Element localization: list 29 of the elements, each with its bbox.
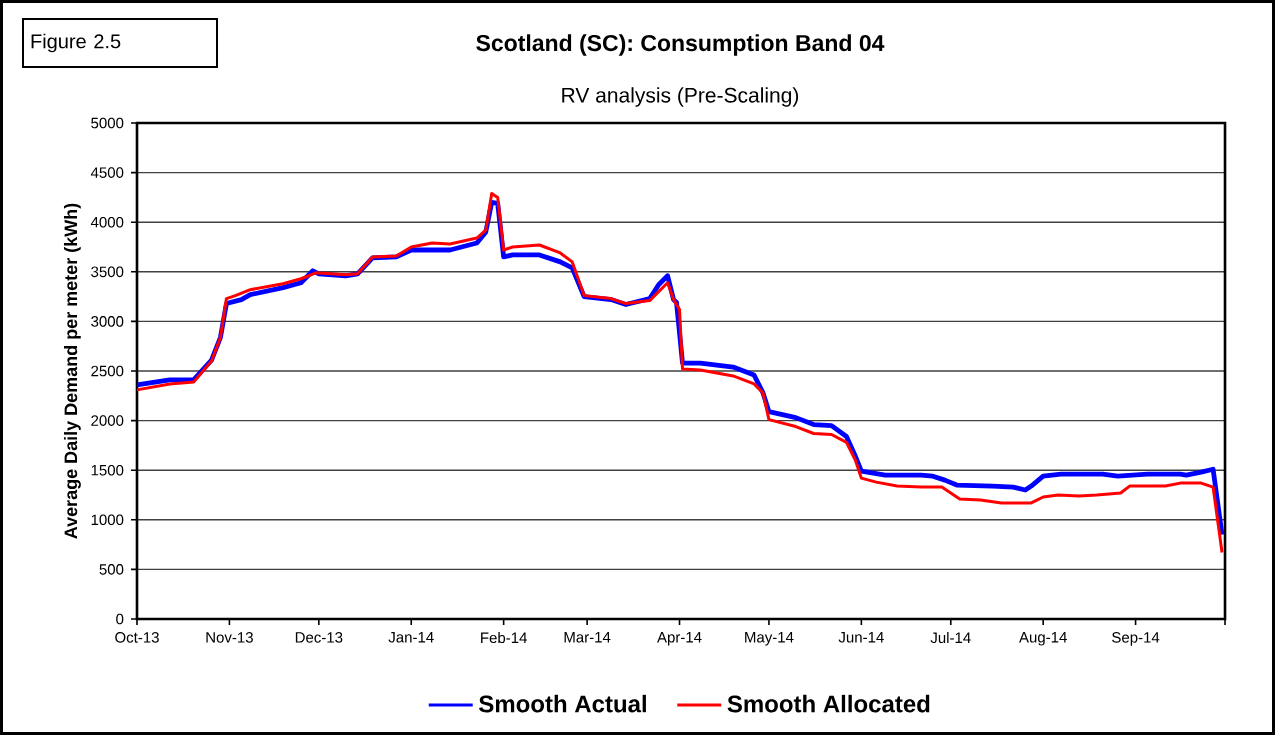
y-axis-title: Average Daily Demand per meter (kWh): [63, 203, 81, 539]
y-tick-label: 4000: [90, 216, 124, 228]
y-tick-label: 2500: [91, 365, 124, 377]
legend-label: Smooth Allocated: [727, 694, 930, 713]
y-tick-label: 1000: [91, 514, 124, 526]
x-tick-label: Dec-13: [295, 632, 343, 643]
chart-title: Scotland (SC): Consumption Band 04: [476, 34, 885, 56]
x-tick-label: May-14: [745, 632, 794, 646]
y-tick-label: 500: [99, 564, 124, 575]
y-tick-label: 0: [116, 613, 124, 625]
y-tick-label: 2000: [91, 415, 124, 426]
x-tick-label: Jun-14: [838, 632, 884, 643]
y-tick-label: 3500: [91, 266, 124, 278]
y-tick-label: 1500: [91, 464, 124, 476]
caption: Figure 2.5: [31, 33, 121, 53]
x-tick-label: Oct-13: [115, 632, 159, 643]
x-tick-label: Nov-13: [206, 632, 253, 643]
legend-label: Smooth Actual: [479, 694, 646, 713]
x-tick-label: Mar-14: [564, 632, 611, 643]
x-tick-label: Apr-14: [657, 632, 702, 646]
x-tick-label: Sep-14: [1112, 632, 1160, 646]
y-tick-label: 4500: [90, 167, 124, 178]
x-tick-label: Aug-14: [1019, 632, 1067, 646]
chart-subtitle: RV analysis (Pre-Scaling): [562, 87, 799, 107]
x-tick-label: Jan-14: [388, 632, 434, 643]
x-tick-label: Feb-14: [481, 632, 527, 644]
y-tick-label: 5000: [91, 117, 124, 129]
y-tick-label: 3000: [91, 316, 124, 327]
x-tick-label: Jul-14: [930, 632, 971, 644]
